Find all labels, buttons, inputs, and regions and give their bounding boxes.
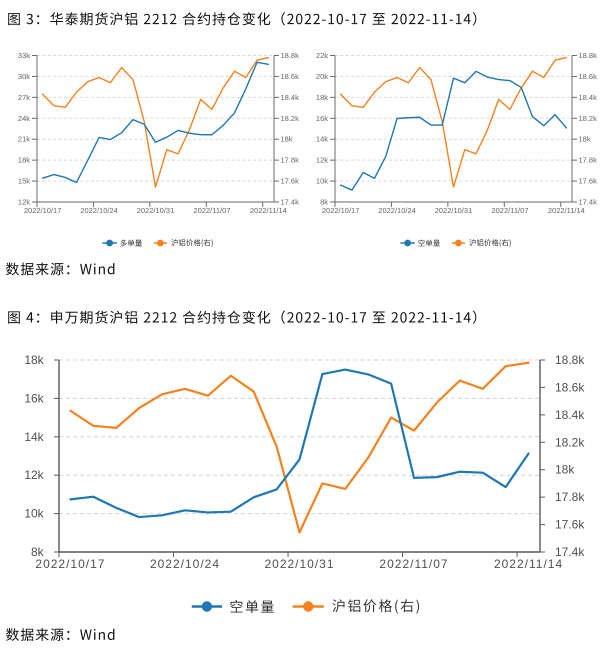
svg-text:12k: 12k bbox=[316, 156, 328, 165]
svg-text:18.8k: 18.8k bbox=[555, 353, 585, 367]
svg-text:18.6k: 18.6k bbox=[579, 72, 598, 81]
svg-text:2022/10/17: 2022/10/17 bbox=[35, 557, 105, 571]
svg-text:17.6k: 17.6k bbox=[579, 177, 598, 186]
svg-text:16k: 16k bbox=[316, 114, 328, 123]
svg-text:18.4k: 18.4k bbox=[281, 93, 300, 102]
svg-text:18.6k: 18.6k bbox=[555, 380, 585, 394]
svg-text:2022/11/14: 2022/11/14 bbox=[548, 206, 585, 215]
svg-text:18.4k: 18.4k bbox=[555, 408, 585, 422]
svg-text:18k: 18k bbox=[579, 135, 591, 144]
svg-text:12k: 12k bbox=[18, 198, 30, 207]
svg-text:2022/10/24: 2022/10/24 bbox=[150, 557, 220, 571]
svg-text:2022/10/17: 2022/10/17 bbox=[322, 206, 360, 215]
svg-text:16k: 16k bbox=[24, 391, 44, 405]
svg-text:2022/10/31: 2022/10/31 bbox=[137, 206, 175, 215]
svg-text:2022/10/31: 2022/10/31 bbox=[264, 557, 334, 571]
svg-text:18.6k: 18.6k bbox=[281, 72, 300, 81]
svg-text:18k: 18k bbox=[24, 353, 44, 367]
svg-text:17.8k: 17.8k bbox=[579, 156, 598, 165]
svg-text:14k: 14k bbox=[316, 135, 328, 144]
svg-text:17.6k: 17.6k bbox=[281, 177, 300, 186]
svg-text:20k: 20k bbox=[316, 72, 328, 81]
svg-text:22k: 22k bbox=[316, 51, 328, 60]
svg-text:17.8k: 17.8k bbox=[555, 490, 585, 504]
svg-text:33k: 33k bbox=[18, 51, 30, 60]
svg-text:12k: 12k bbox=[24, 468, 44, 482]
svg-text:2022/11/07: 2022/11/07 bbox=[193, 206, 230, 215]
svg-text:2022/11/14: 2022/11/14 bbox=[494, 557, 563, 571]
svg-text:18k: 18k bbox=[18, 156, 30, 165]
svg-text:2022/11/07: 2022/11/07 bbox=[379, 557, 448, 571]
svg-text:14k: 14k bbox=[24, 430, 44, 444]
svg-text:10k: 10k bbox=[316, 177, 328, 186]
svg-text:18k: 18k bbox=[555, 463, 575, 477]
svg-text:2022/11/07: 2022/11/07 bbox=[491, 206, 528, 215]
svg-text:15k: 15k bbox=[18, 177, 30, 186]
svg-text:18.2k: 18.2k bbox=[555, 435, 585, 449]
svg-text:17.6k: 17.6k bbox=[555, 518, 585, 532]
svg-text:8k: 8k bbox=[320, 198, 328, 207]
svg-text:18.4k: 18.4k bbox=[579, 93, 598, 102]
svg-text:18.8k: 18.8k bbox=[281, 51, 300, 60]
svg-text:17.8k: 17.8k bbox=[281, 156, 300, 165]
svg-text:2022/10/17: 2022/10/17 bbox=[24, 206, 62, 215]
svg-text:2022/10/31: 2022/10/31 bbox=[435, 206, 473, 215]
svg-text:8k: 8k bbox=[31, 545, 45, 559]
svg-text:17.4k: 17.4k bbox=[579, 198, 598, 207]
svg-text:24k: 24k bbox=[18, 114, 30, 123]
svg-text:2022/11/14: 2022/11/14 bbox=[250, 206, 287, 215]
svg-text:18.2k: 18.2k bbox=[579, 114, 598, 123]
svg-text:18.8k: 18.8k bbox=[579, 51, 598, 60]
svg-text:17.4k: 17.4k bbox=[281, 198, 300, 207]
svg-text:17.4k: 17.4k bbox=[555, 545, 585, 559]
svg-text:10k: 10k bbox=[24, 507, 44, 521]
svg-text:21k: 21k bbox=[18, 135, 30, 144]
svg-text:18k: 18k bbox=[281, 135, 293, 144]
svg-text:27k: 27k bbox=[18, 93, 30, 102]
svg-text:2022/10/24: 2022/10/24 bbox=[378, 206, 416, 215]
svg-text:2022/10/24: 2022/10/24 bbox=[80, 206, 118, 215]
svg-text:30k: 30k bbox=[18, 72, 30, 81]
svg-text:18.2k: 18.2k bbox=[281, 114, 300, 123]
svg-text:18k: 18k bbox=[316, 93, 328, 102]
